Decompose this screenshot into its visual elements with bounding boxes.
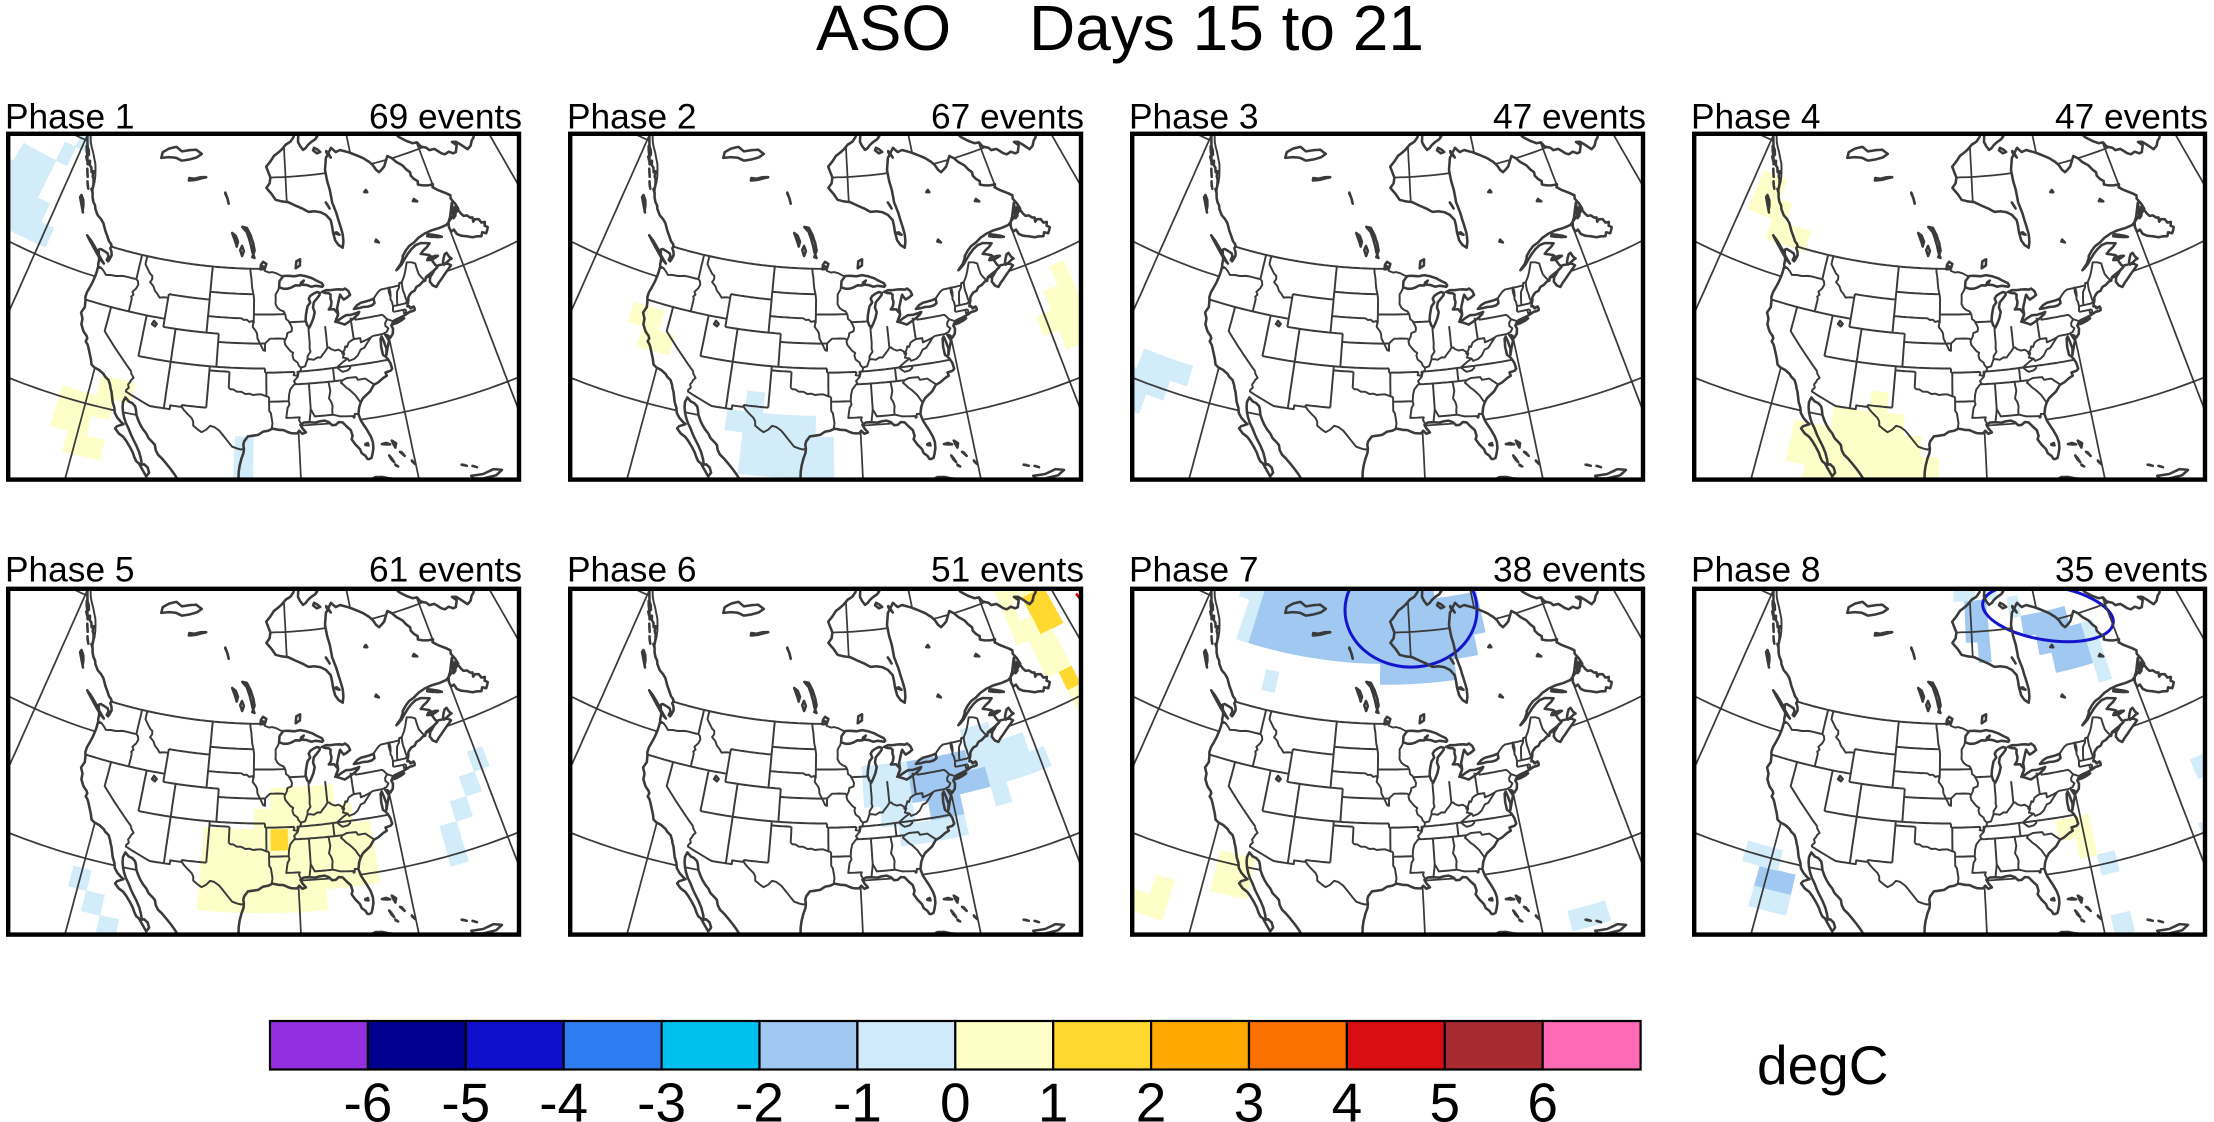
svg-text:-1: -1 — [833, 1071, 882, 1122]
svg-text:2: 2 — [1136, 1071, 1167, 1122]
svg-text:ASO: ASO — [816, 0, 951, 64]
svg-text:-4: -4 — [539, 1071, 588, 1122]
svg-text:-2: -2 — [735, 1071, 784, 1122]
svg-text:Phase 7: Phase 7 — [1129, 551, 1259, 590]
svg-text:-6: -6 — [343, 1071, 392, 1122]
svg-text:-5: -5 — [441, 1071, 490, 1122]
svg-text:Phase 2: Phase 2 — [567, 98, 697, 137]
svg-text:6: 6 — [1527, 1071, 1558, 1122]
svg-text:Phase 6: Phase 6 — [567, 551, 697, 590]
svg-text:61 events: 61 events — [369, 551, 522, 590]
svg-text:67 events: 67 events — [931, 98, 1084, 137]
svg-text:35 events: 35 events — [2055, 551, 2208, 590]
svg-text:degC: degC — [1757, 1034, 1888, 1096]
svg-text:5: 5 — [1430, 1071, 1461, 1122]
svg-text:3: 3 — [1234, 1071, 1265, 1122]
svg-text:69 events: 69 events — [369, 98, 522, 137]
svg-text:Phase 5: Phase 5 — [5, 551, 135, 590]
svg-text:47 events: 47 events — [2055, 98, 2208, 137]
svg-text:0: 0 — [940, 1071, 971, 1122]
svg-text:Phase 4: Phase 4 — [1691, 98, 1821, 137]
svg-text:4: 4 — [1332, 1071, 1363, 1122]
svg-text:Phase 8: Phase 8 — [1691, 551, 1821, 590]
svg-text:1: 1 — [1038, 1071, 1069, 1122]
svg-text:Phase 1: Phase 1 — [5, 98, 135, 137]
svg-text:-3: -3 — [637, 1071, 686, 1122]
svg-text:38 events: 38 events — [1493, 551, 1646, 590]
svg-text:Days 15 to 21: Days 15 to 21 — [1029, 0, 1424, 64]
svg-text:51 events: 51 events — [931, 551, 1084, 590]
svg-text:Phase 3: Phase 3 — [1129, 98, 1259, 137]
svg-text:47 events: 47 events — [1493, 98, 1646, 137]
